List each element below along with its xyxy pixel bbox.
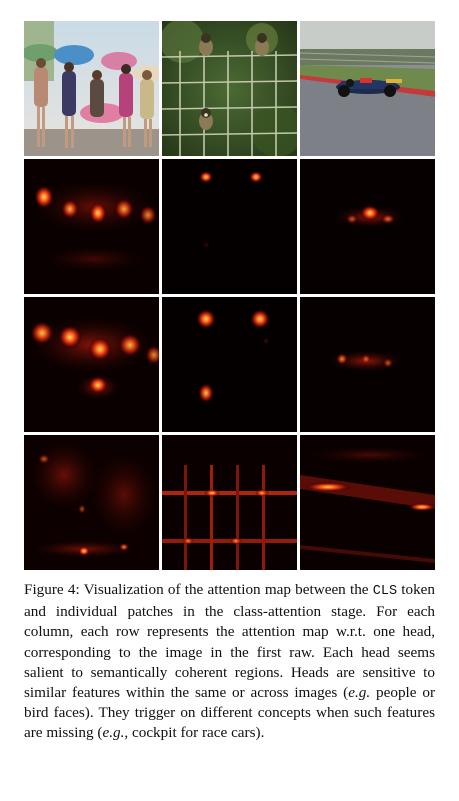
caption-text-part-1: Visualization of the attention map betwe… bbox=[83, 581, 369, 598]
attention-map-head-2-birds bbox=[162, 297, 297, 432]
attention-map-head-2-car bbox=[300, 297, 435, 432]
caption-text-part-4: , cockpit for race cars). bbox=[124, 724, 265, 742]
input-image-birds-fence bbox=[162, 21, 297, 156]
attention-map-head-1-car bbox=[300, 159, 435, 294]
heatmap bbox=[300, 435, 435, 570]
birds-fence-photo bbox=[162, 21, 297, 156]
caption-eg-2: e.g. bbox=[102, 724, 125, 742]
attention-figure-grid bbox=[24, 21, 435, 575]
attention-map-head-3-birds bbox=[162, 435, 297, 570]
caption-text-part-2: token and individual patches in the clas… bbox=[24, 581, 436, 702]
caption-cls-token: CLS bbox=[372, 584, 398, 599]
figure-caption: Figure 4: Visualization of the attention… bbox=[24, 580, 435, 744]
input-image-race-car bbox=[300, 21, 435, 156]
heatmap bbox=[24, 435, 159, 570]
attention-map-head-3-people bbox=[24, 435, 159, 570]
input-image-people-umbrellas bbox=[24, 21, 159, 156]
heatmap bbox=[162, 297, 297, 432]
race-car-photo bbox=[300, 21, 435, 156]
caption-text-part-3: people or bird faces). They trigger on d… bbox=[24, 684, 436, 742]
caption-label: Figure 4: bbox=[24, 581, 80, 598]
people-umbrellas-photo bbox=[24, 21, 159, 156]
heatmap bbox=[300, 297, 435, 432]
heatmap bbox=[162, 435, 297, 570]
attention-map-head-1-birds bbox=[162, 159, 297, 294]
attention-map-head-1-people bbox=[24, 159, 159, 294]
attention-map-head-2-people bbox=[24, 297, 159, 432]
heatmap bbox=[300, 159, 435, 294]
caption-eg-1: e.g. bbox=[348, 684, 371, 702]
heatmap bbox=[162, 159, 297, 294]
attention-map-head-3-car bbox=[300, 435, 435, 570]
heatmap bbox=[24, 297, 159, 432]
heatmap bbox=[24, 159, 159, 294]
